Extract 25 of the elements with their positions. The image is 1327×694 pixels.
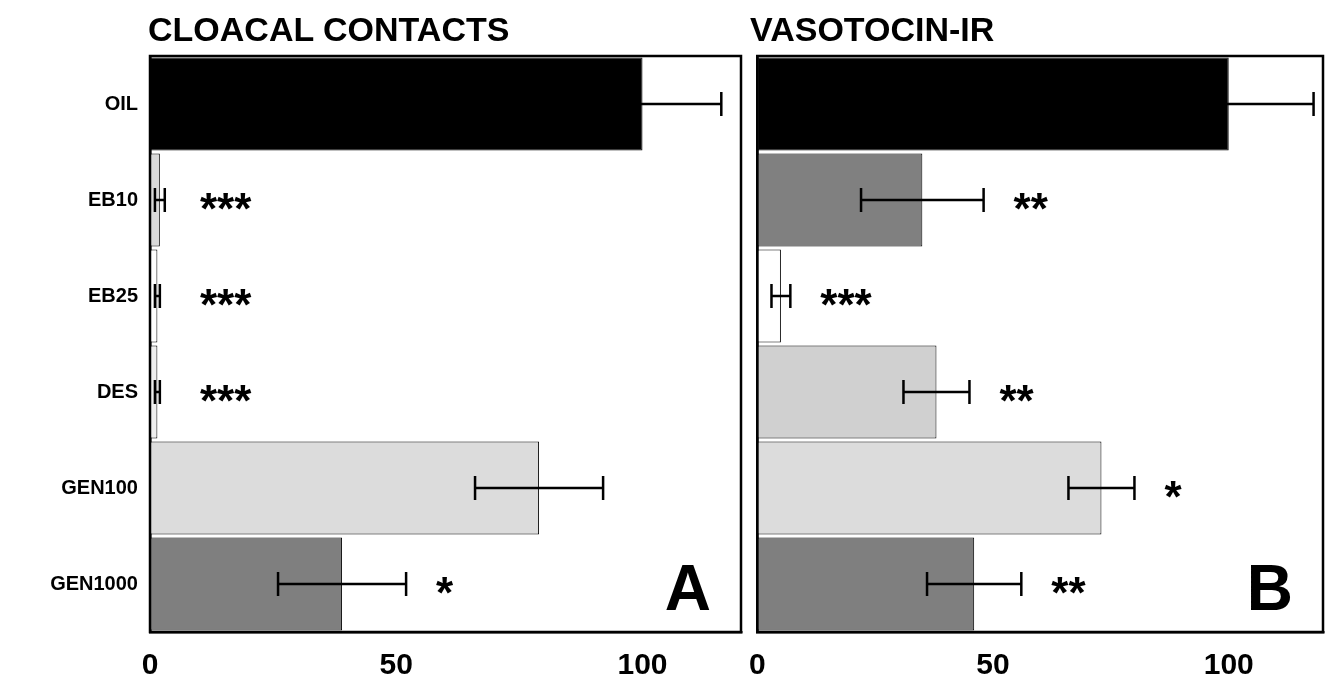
data-label: ** — [999, 376, 1035, 426]
x-tick-label: 50 — [379, 647, 413, 681]
data-label: *** — [200, 184, 253, 234]
y-tick-label: DES — [96, 379, 138, 402]
annotation: A — [664, 551, 711, 624]
data-label: * — [1164, 472, 1183, 522]
x-tick-label: 100 — [1203, 647, 1254, 681]
x-tick-label: 0 — [141, 647, 159, 681]
y-tick-label: GEN100 — [61, 475, 138, 498]
x-tick-label: 100 — [617, 647, 668, 681]
y-tick-label: EB10 — [87, 187, 138, 210]
x-tick-label: 0 — [749, 647, 766, 681]
data-label: *** — [200, 376, 253, 426]
y-tick-label: GEN1000 — [50, 571, 138, 594]
x-tick-label: 50 — [976, 647, 1010, 681]
data-label: *** — [820, 280, 873, 330]
data-label: ** — [1013, 184, 1049, 234]
y-tick-label: OIL — [104, 91, 138, 114]
annotation: B — [1246, 551, 1293, 624]
chart-title: VASOTOCIN-IR — [750, 10, 995, 49]
data-label: * — [436, 568, 455, 618]
chart-title: CLOACAL CONTACTS — [148, 10, 510, 49]
data-label: *** — [200, 280, 253, 330]
data-label: ** — [1051, 568, 1087, 618]
y-tick-label: EB25 — [87, 283, 138, 306]
